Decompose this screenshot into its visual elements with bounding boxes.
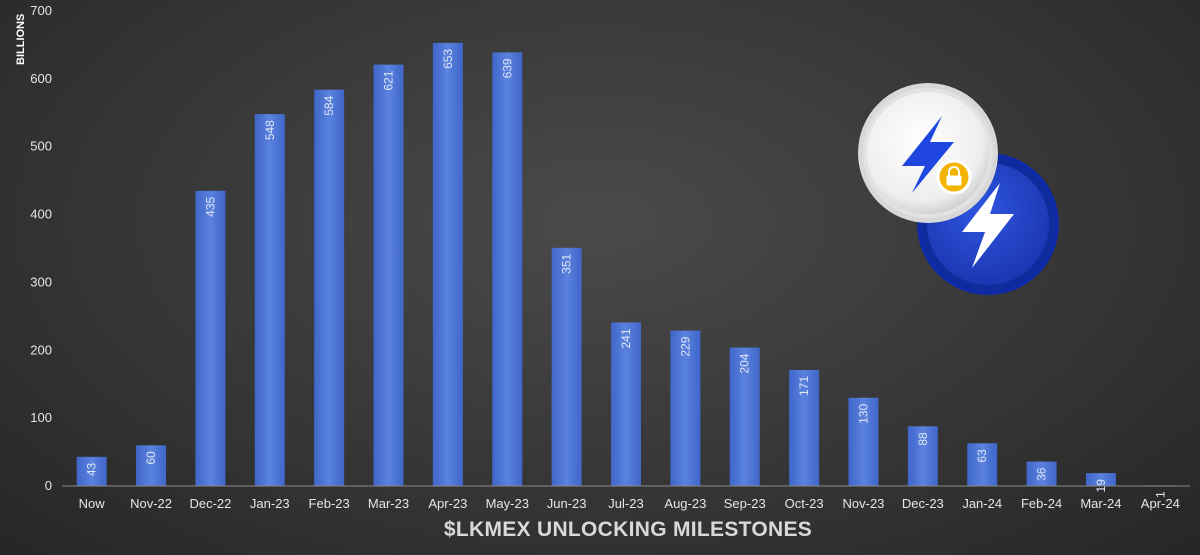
data-label: 241 [619, 328, 633, 348]
bar [136, 445, 167, 486]
bar [551, 247, 582, 486]
x-tick-label: Mar-23 [368, 496, 409, 511]
x-tick-label: Apr-24 [1141, 496, 1180, 511]
x-tick-label: Now [79, 496, 106, 511]
x-axis-title: $LKMEX UNLOCKING MILESTONES [444, 518, 812, 541]
x-tick-label: Jun-23 [547, 496, 587, 511]
bar [611, 322, 641, 486]
x-tick-label: Jan-23 [250, 496, 290, 511]
data-label: 88 [916, 432, 930, 446]
y-axis-label: BILLIONS [15, 14, 27, 65]
data-label: 130 [856, 403, 870, 423]
bar [432, 42, 463, 487]
x-tick-label: May-23 [486, 496, 529, 511]
y-tick-label: 300 [30, 274, 52, 289]
data-label: 171 [797, 376, 811, 396]
bar [1085, 473, 1116, 486]
x-axis-ticks: Now Nov-22 Dec-22 Jan-23 Feb-23 Mar-23 Apr-23 M… [79, 496, 1180, 511]
bar [373, 64, 404, 486]
y-tick-label: 100 [30, 410, 52, 425]
x-tick-label: Feb-23 [309, 496, 350, 511]
bar [195, 190, 226, 487]
y-tick-label: 500 [30, 139, 52, 154]
bar [76, 456, 107, 486]
y-tick-label: 400 [30, 207, 52, 222]
data-label: 1 [1153, 491, 1167, 498]
data-label: 548 [263, 120, 277, 140]
bar [670, 330, 701, 486]
data-label: 63 [975, 449, 989, 463]
x-tick-label: Dec-23 [902, 496, 944, 511]
y-tick-label: 700 [30, 3, 52, 18]
data-label: 351 [560, 254, 574, 274]
data-label: 639 [500, 58, 514, 78]
data-label: 229 [678, 336, 692, 356]
y-tick-label: 200 [30, 342, 52, 357]
data-label: 653 [441, 49, 455, 69]
lock-icon [936, 159, 972, 195]
x-tick-label: Apr-23 [428, 496, 467, 511]
data-label: 621 [382, 70, 396, 90]
bar [729, 347, 760, 486]
bar [789, 369, 820, 486]
x-tick-label: Dec-22 [189, 496, 231, 511]
data-label: 36 [1035, 467, 1049, 481]
bar [314, 89, 345, 486]
x-tick-label: Jul-23 [608, 496, 643, 511]
data-label: 435 [203, 197, 217, 217]
x-tick-label: Aug-23 [664, 496, 706, 511]
x-tick-label: Nov-23 [843, 496, 885, 511]
bar [1026, 461, 1057, 486]
bar [967, 443, 998, 486]
lightning-lock-coin-icon [858, 83, 998, 223]
x-tick-label: Sep-23 [724, 496, 766, 511]
data-label: 204 [738, 353, 752, 373]
bar [848, 397, 879, 486]
bar [907, 426, 938, 486]
y-tick-label: 600 [30, 71, 52, 86]
x-tick-label: Oct-23 [785, 496, 824, 511]
bar [254, 114, 285, 487]
y-axis-ticks: 0 100 200 300 400 500 600 700 [30, 3, 52, 493]
data-label: 584 [322, 95, 336, 115]
data-label: 60 [144, 451, 158, 465]
x-tick-label: Jan-24 [962, 496, 1002, 511]
bar [492, 52, 523, 487]
bars: 43 60 435 548 584 621 653 639 351 241 229 204 171 130… [76, 42, 1176, 498]
x-tick-label: Feb-24 [1021, 496, 1062, 511]
data-label: 43 [85, 463, 99, 477]
x-tick-label: Mar-24 [1080, 496, 1121, 511]
y-tick-label: 0 [45, 478, 52, 493]
x-tick-label: Nov-22 [130, 496, 172, 511]
